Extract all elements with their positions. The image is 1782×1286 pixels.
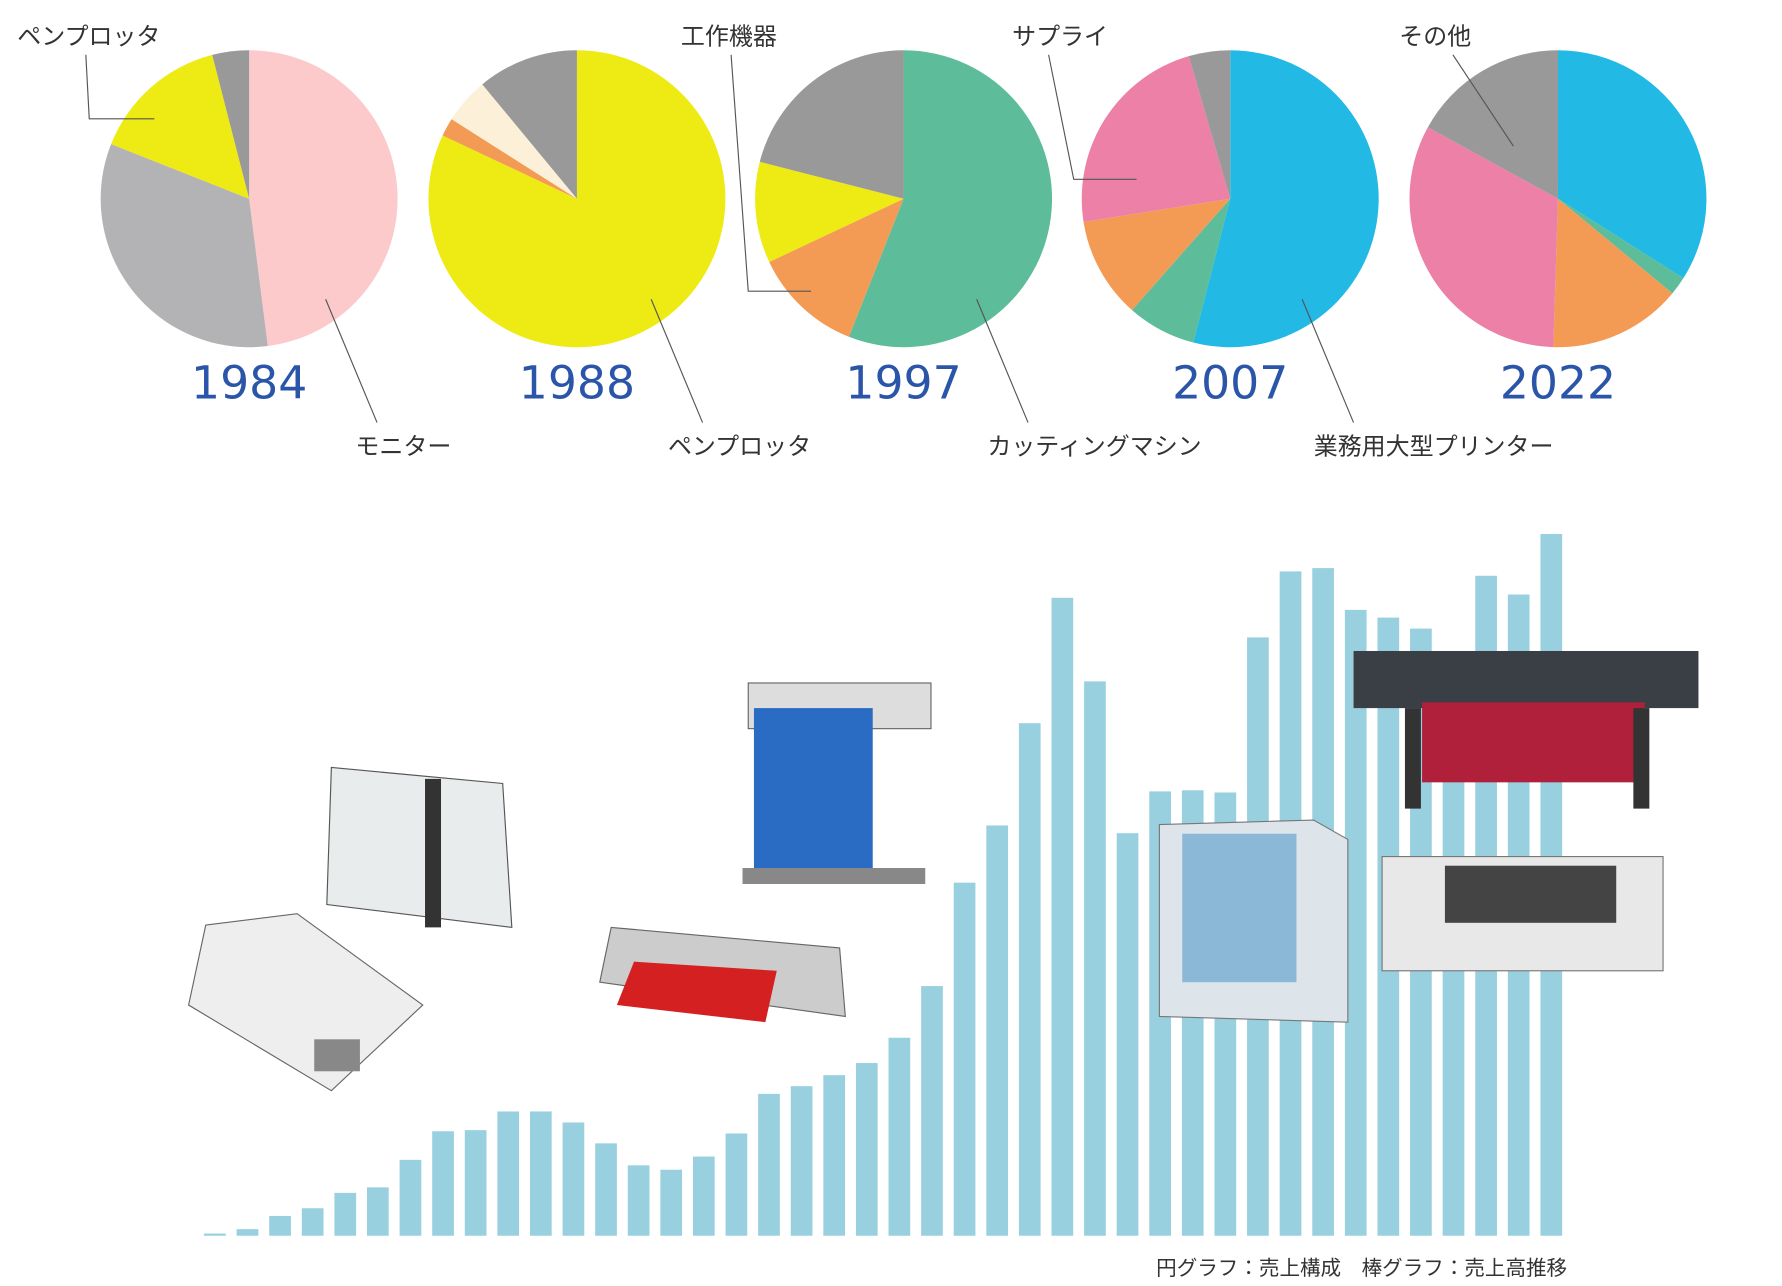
bar (367, 1187, 389, 1236)
bar (595, 1143, 617, 1236)
bar (986, 825, 1009, 1236)
large-printer-photo (1353, 650, 1699, 809)
leader-line (1301, 299, 1355, 423)
pie-slice (212, 50, 250, 199)
leader-line (650, 299, 704, 423)
bar (823, 1075, 846, 1236)
bar (953, 882, 976, 1236)
pie-slice (1427, 50, 1558, 199)
pie-year-label: 2007 (1172, 357, 1288, 410)
pie-slice (100, 144, 268, 348)
bar (1084, 681, 1106, 1236)
pie-slice (759, 50, 904, 199)
pie-slice (111, 54, 250, 199)
pie-slice (442, 119, 577, 199)
slice-label: 業務用大型プリンター (1314, 433, 1554, 461)
pie-year-label: 2022 (1500, 357, 1616, 410)
bar (301, 1208, 324, 1236)
pie-slice (1557, 198, 1684, 294)
slice-label: ペンプロッタ (17, 23, 160, 51)
pie-year-label: 1988 (519, 357, 635, 410)
leader-line (1452, 54, 1514, 147)
pie-year-label: 1984 (191, 357, 307, 410)
bar (1344, 609, 1367, 1236)
pie-slice (1409, 127, 1558, 348)
chart-note: 円グラフ：売上構成 棒グラフ：売上高推移 (1156, 1256, 1567, 1280)
bar (1116, 833, 1139, 1236)
bar (464, 1130, 487, 1236)
leader-line (730, 54, 812, 292)
product-photos (187, 650, 1699, 1092)
pie-slice (482, 50, 577, 199)
milling-machine-photo (1158, 819, 1349, 1023)
pie-slice (769, 198, 904, 337)
bar (758, 1093, 780, 1236)
pen-plotter-photo (187, 766, 513, 1092)
leader-line (85, 54, 155, 120)
bar (562, 1122, 585, 1236)
pie-slice (428, 50, 726, 348)
slice-label: カッティングマシン (987, 433, 1201, 461)
slice-label: ペンプロッタ (668, 433, 811, 461)
pie-slice (1553, 198, 1673, 348)
pie-slice (1083, 198, 1231, 311)
slice-label: その他 (1399, 23, 1471, 51)
pie-slice (848, 50, 1053, 348)
leader-line (976, 299, 1029, 423)
bar (236, 1229, 259, 1236)
pie-slice (1132, 198, 1231, 343)
bar (204, 1233, 226, 1236)
pie-slice (1188, 50, 1231, 199)
bar (334, 1192, 357, 1236)
pie-slice (755, 161, 904, 262)
bar (725, 1133, 748, 1236)
leader-line (1048, 54, 1137, 180)
bar (855, 1063, 878, 1236)
bar (660, 1169, 683, 1236)
pie-slice (1081, 56, 1231, 222)
leader-line (325, 299, 378, 423)
bar (627, 1165, 650, 1236)
cutting-machine-photo (599, 682, 932, 1023)
pie-slice (249, 50, 398, 347)
bar (1051, 597, 1074, 1236)
bar (888, 1037, 911, 1236)
pie-slice (1193, 50, 1379, 348)
bar (269, 1215, 291, 1236)
bar (432, 1131, 454, 1236)
bar (921, 986, 943, 1236)
uv-printer-photo (1381, 856, 1664, 972)
slice-label: モニター (355, 433, 451, 461)
bar (529, 1111, 552, 1236)
slice-label: サプライ (1012, 23, 1108, 51)
pie-slice (451, 84, 577, 199)
bar (1018, 723, 1041, 1236)
pie-year-label: 1997 (845, 357, 961, 410)
bar (790, 1086, 813, 1236)
bar (399, 1159, 422, 1236)
slice-label: 工作機器 (681, 23, 777, 51)
pie-slice (1557, 50, 1707, 279)
bar (497, 1111, 520, 1236)
bar (692, 1156, 715, 1236)
